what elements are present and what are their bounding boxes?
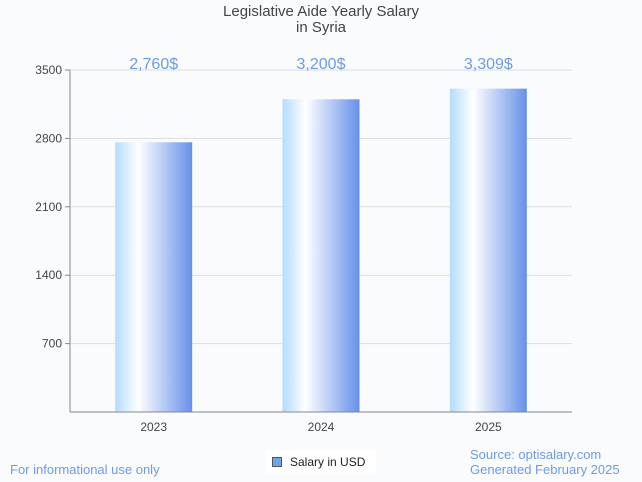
y-tick-label: 1400 (35, 268, 62, 282)
data-label: 3,200$ (297, 56, 346, 73)
generated-text: Generated February 2025 (470, 462, 620, 477)
x-tick-label: 2024 (308, 420, 335, 434)
data-label: 3,309$ (464, 56, 513, 73)
chart-title-line1: Legislative Aide Yearly Salary (223, 3, 419, 20)
chart-subtitle: in Syria (295, 19, 347, 36)
legend[interactable]: Salary in USD (266, 450, 376, 474)
y-tick-label: 2800 (35, 131, 62, 145)
y-tick-label: 700 (42, 337, 62, 351)
chart-title: Legislative Aide Yearly Salary in Syria (0, 4, 642, 36)
disclaimer-text: For informational use only (10, 462, 160, 477)
data-label: 2,760$ (129, 56, 178, 73)
source-text: Source: optisalary.com (470, 447, 602, 462)
x-tick-label: 2025 (475, 420, 502, 434)
bar-2024 (282, 99, 360, 413)
bar-2023 (115, 142, 193, 412)
legend-label: Salary in USD (290, 455, 366, 469)
bar-2025 (449, 88, 527, 413)
y-tick-label: 2100 (35, 200, 62, 214)
legend-swatch (272, 457, 282, 467)
y-tick-label: 3500 (35, 63, 62, 77)
x-tick-label: 2023 (140, 420, 167, 434)
